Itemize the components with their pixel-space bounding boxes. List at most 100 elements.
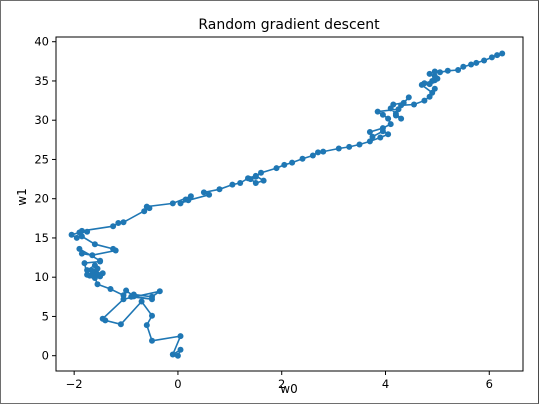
data-point (185, 197, 192, 204)
data-point (110, 223, 117, 230)
data-point (123, 287, 130, 294)
data-point (84, 267, 91, 274)
data-point (97, 273, 104, 280)
data-point (431, 73, 438, 80)
series-points (68, 50, 506, 359)
data-point (177, 333, 184, 340)
x-tick-label: 2 (278, 377, 285, 391)
y-tick-label: 0 (42, 349, 49, 363)
data-point (460, 63, 467, 70)
data-point (426, 70, 433, 77)
data-point (247, 176, 254, 183)
x-tick-label: 4 (382, 377, 389, 391)
chart-title: Random gradient descent (198, 17, 380, 33)
data-point (335, 145, 342, 152)
data-point (107, 286, 114, 292)
data-point (444, 67, 451, 74)
data-point (229, 181, 236, 188)
data-point (252, 180, 259, 186)
x-tick-label: 0 (174, 377, 181, 391)
data-point (120, 219, 127, 226)
data-point (138, 298, 145, 305)
data-point (309, 152, 316, 159)
y-tick-label: 5 (42, 309, 49, 323)
data-point (398, 115, 405, 122)
data-point (149, 296, 155, 303)
data-point (91, 262, 98, 269)
data-point (237, 180, 244, 186)
data-point (174, 352, 181, 359)
data-point (94, 281, 101, 288)
data-point (481, 57, 488, 64)
x-tick-label: −2 (66, 377, 83, 391)
data-point (206, 191, 213, 198)
data-point (273, 165, 280, 172)
data-point (390, 101, 397, 108)
data-point (299, 155, 306, 162)
data-point (130, 293, 137, 300)
data-point (421, 80, 428, 87)
data-point (141, 208, 148, 215)
data-point (281, 161, 288, 168)
data-point (289, 159, 296, 166)
data-point (81, 260, 88, 267)
data-point (68, 231, 75, 238)
data-point (426, 81, 433, 88)
data-point (200, 189, 207, 196)
data-point (169, 351, 176, 358)
y-tick-label: 20 (34, 192, 49, 206)
x-axis: −2 0 2 4 6 (66, 371, 493, 391)
data-point (115, 220, 122, 226)
data-point (143, 322, 150, 329)
data-point (385, 115, 392, 122)
data-point (78, 250, 85, 257)
data-point (379, 125, 386, 132)
x-axis-label: w0 (280, 382, 297, 396)
data-point (84, 228, 91, 235)
data-point (73, 234, 80, 241)
data-point (91, 241, 98, 248)
data-point (149, 312, 155, 319)
data-point (374, 108, 381, 115)
data-point (260, 177, 267, 184)
data-point (258, 169, 264, 176)
data-point (387, 121, 394, 128)
data-point (143, 203, 150, 210)
y-tick-label: 35 (34, 74, 49, 88)
data-point (488, 54, 495, 61)
y-axis: 0 5 10 15 20 25 30 35 40 (34, 35, 56, 363)
data-point (89, 252, 96, 259)
data-point (377, 134, 384, 141)
y-tick-label: 10 (34, 270, 49, 284)
data-point (379, 111, 386, 118)
data-point (366, 129, 373, 135)
data-point (437, 69, 443, 76)
data-point (84, 271, 91, 278)
data-point (117, 321, 124, 328)
data-point (429, 89, 436, 96)
data-point (499, 50, 506, 57)
data-point (346, 143, 353, 150)
data-point (120, 292, 127, 299)
data-point (252, 173, 259, 180)
y-axis-label: w1 (15, 188, 29, 205)
data-point (398, 102, 405, 109)
data-point (494, 52, 501, 59)
data-point (169, 200, 176, 207)
data-point (421, 97, 428, 104)
data-point (177, 200, 184, 207)
data-point (76, 245, 83, 252)
data-point (216, 186, 223, 193)
data-point (385, 131, 392, 138)
data-point (411, 101, 417, 108)
data-point (320, 148, 327, 155)
data-point (89, 272, 96, 279)
data-point (315, 149, 321, 156)
data-point (468, 61, 475, 68)
y-tick-label: 40 (34, 35, 49, 49)
data-point (369, 133, 376, 140)
plot-area (55, 36, 524, 372)
y-tick-label: 25 (34, 152, 49, 166)
